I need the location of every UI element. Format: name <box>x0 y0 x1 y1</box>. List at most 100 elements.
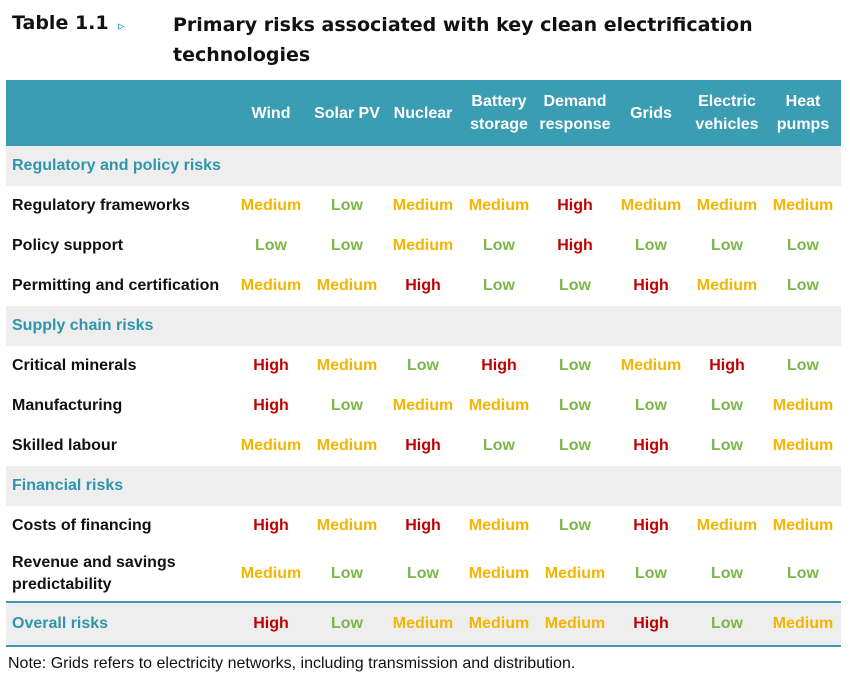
risk-cell: Medium <box>620 197 682 214</box>
col-header-grids: Grids <box>630 104 672 122</box>
risk-cell: Low <box>635 397 667 414</box>
table-row: Revenue and savings predictability Medium… <box>6 546 841 602</box>
risk-cell: Low <box>559 277 591 294</box>
risk-cell: Medium <box>392 197 454 214</box>
risk-cell: High <box>405 277 441 294</box>
risk-cell: Low <box>787 237 819 254</box>
risk-cell: Low <box>483 437 515 454</box>
risk-cell: Low <box>407 564 439 582</box>
section-title: Financial risks <box>12 477 124 494</box>
risk-cell: Medium <box>696 197 758 214</box>
risk-cell: Medium <box>544 564 606 582</box>
risk-cell: Medium <box>696 277 758 294</box>
row-label: Costs of financing <box>12 517 152 534</box>
row-label: Regulatory frameworks <box>12 197 190 214</box>
risk-cell: Low <box>331 564 363 582</box>
risk-cell: Medium <box>316 437 378 454</box>
section-row: Regulatory and policy risks <box>6 146 841 186</box>
row-label: Permitting and certification <box>12 277 220 294</box>
table-title-block: Table 1.1 ▹ Primary risks associated wit… <box>12 8 842 68</box>
risk-cell: Medium <box>240 277 302 294</box>
row-label: Revenue and savings predictability <box>12 553 176 593</box>
table-row: Policy support Low Low Medium Low High Low Low L… <box>6 226 841 266</box>
risk-cell: Medium <box>468 197 530 214</box>
risk-cell: High <box>633 277 669 294</box>
overall-row: Overall risks High Low Medium Medium Medium Hi… <box>6 602 841 646</box>
risk-cell: Medium <box>392 615 454 632</box>
col-header-solar-pv: Solar PV <box>314 104 380 122</box>
risk-cell: Low <box>559 397 591 414</box>
risk-cell: Low <box>711 615 743 632</box>
risk-cell: Medium <box>392 397 454 414</box>
risk-cell: High <box>557 237 593 254</box>
risk-cell: Low <box>559 517 591 534</box>
risk-cell: High <box>633 615 669 632</box>
col-header-demand-response: Demand response <box>539 93 611 133</box>
table-number: Table 1.1 <box>12 12 109 34</box>
risk-cell: Medium <box>392 237 454 254</box>
row-label: Policy support <box>12 237 124 254</box>
row-label: Critical minerals <box>12 357 137 374</box>
risk-cell: Medium <box>772 615 834 632</box>
col-header-wind: Wind <box>251 104 291 122</box>
risk-cell: Low <box>559 437 591 454</box>
risk-cell: Low <box>711 564 743 582</box>
risk-cell: High <box>253 397 289 414</box>
risk-cell: Low <box>255 237 287 254</box>
risk-cell: Medium <box>468 397 530 414</box>
risk-cell: Medium <box>240 564 302 582</box>
risk-cell: Low <box>711 397 743 414</box>
risk-cell: Low <box>407 357 439 374</box>
risk-cell: Low <box>559 357 591 374</box>
risk-cell: High <box>633 437 669 454</box>
section-row: Financial risks <box>6 466 841 506</box>
section-row: Supply chain risks <box>6 306 841 346</box>
risk-cell: High <box>405 517 441 534</box>
risk-cell: High <box>253 357 289 374</box>
risk-cell: Low <box>331 397 363 414</box>
risk-cell: High <box>633 517 669 534</box>
risk-cell: Medium <box>772 437 834 454</box>
table-body: Regulatory and policy risks Regulatory fr… <box>6 146 841 646</box>
risk-cell: High <box>709 357 745 374</box>
section-title: Regulatory and policy risks <box>12 157 221 174</box>
risk-cell: Medium <box>316 357 378 374</box>
table-row: Permitting and certification Medium Medium… <box>6 266 841 306</box>
triangle-icon: ▹ <box>118 18 125 33</box>
risk-cell: Medium <box>240 437 302 454</box>
risk-cell: Low <box>483 277 515 294</box>
risk-cell: High <box>557 197 593 214</box>
risk-cell: Medium <box>772 197 834 214</box>
col-header-battery-storage: Battery storage <box>470 93 528 133</box>
risk-cell: Medium <box>772 517 834 534</box>
risk-cell: Medium <box>240 197 302 214</box>
table-note: Note: Grids refers to electricity networ… <box>8 655 576 672</box>
risk-cell: Low <box>787 564 819 582</box>
risk-cell: Medium <box>544 615 606 632</box>
risk-cell: Medium <box>468 564 530 582</box>
risk-cell: Low <box>331 197 363 214</box>
col-header-electric-vehicles: Electric vehicles <box>695 93 759 133</box>
risk-cell: Low <box>787 357 819 374</box>
risk-cell: Low <box>635 564 667 582</box>
risk-cell: Medium <box>316 277 378 294</box>
table-row: Costs of financing High Medium High Medium Lo… <box>6 506 841 546</box>
risk-cell: Low <box>787 277 819 294</box>
risk-cell: Low <box>483 237 515 254</box>
risk-cell: Medium <box>772 397 834 414</box>
risk-cell: Low <box>331 237 363 254</box>
row-label: Manufacturing <box>12 397 123 414</box>
risk-table: Wind Solar PV Nuclear Battery storage De… <box>6 80 841 647</box>
risk-cell: High <box>253 517 289 534</box>
header-row: Wind Solar PV Nuclear Battery storage De… <box>6 80 841 146</box>
table-row: Regulatory frameworks Medium Low Medium Medi… <box>6 186 841 226</box>
risk-cell: Low <box>331 615 363 632</box>
row-label: Overall risks <box>12 615 109 632</box>
risk-cell: High <box>253 615 289 632</box>
risk-cell: High <box>481 357 517 374</box>
col-header-nuclear: Nuclear <box>393 104 453 122</box>
risk-cell: Medium <box>696 517 758 534</box>
risk-cell: High <box>405 437 441 454</box>
risk-cell: Medium <box>316 517 378 534</box>
table-row: Skilled labour Medium Medium High Low Low High… <box>6 426 841 466</box>
